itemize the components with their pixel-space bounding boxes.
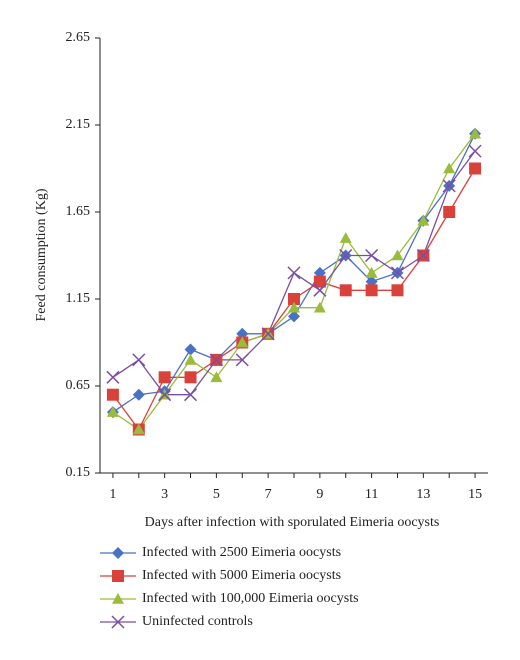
marker <box>288 310 300 323</box>
y-tick-label: 1.65 <box>66 204 91 219</box>
marker <box>469 127 482 139</box>
marker <box>313 275 326 288</box>
marker <box>132 423 145 435</box>
marker <box>313 283 327 297</box>
y-tick-label: 1.15 <box>66 291 91 306</box>
y-tick-label: 2.15 <box>66 117 91 132</box>
marker <box>111 615 125 629</box>
marker <box>106 406 119 417</box>
marker <box>365 266 378 278</box>
marker <box>132 353 146 367</box>
y-tick-label: 2.65 <box>66 30 91 45</box>
marker <box>261 327 275 341</box>
marker <box>339 248 353 263</box>
marker <box>184 388 198 402</box>
marker <box>106 388 119 401</box>
marker <box>442 179 456 193</box>
marker <box>365 284 378 297</box>
x-tick-label: 15 <box>468 487 482 502</box>
x-tick-label: 5 <box>213 487 220 502</box>
marker <box>184 353 197 365</box>
marker <box>443 206 456 218</box>
marker <box>236 336 249 348</box>
marker <box>391 284 404 297</box>
x-tick-label: 11 <box>365 487 378 502</box>
legend-label: Infected with 5000 Eimeria oocysts <box>142 568 341 583</box>
x-tick-label: 13 <box>416 487 430 502</box>
x-tick-label: 1 <box>109 487 116 502</box>
legend-label: Infected with 100,000 Eimeria oocysts <box>142 591 359 606</box>
y-tick-label: 0.15 <box>66 465 91 480</box>
marker <box>468 144 482 158</box>
marker <box>209 353 223 367</box>
marker <box>313 301 326 313</box>
x-tick-label: 7 <box>265 487 272 502</box>
marker <box>106 370 120 384</box>
series-line <box>112 133 476 431</box>
legend-label: Infected with 2500 Eimeria oocysts <box>142 545 341 560</box>
y-axis-label: Feed consumption (Kg) <box>34 188 49 321</box>
x-axis-label: Days after infection with sporulated Eim… <box>145 515 440 530</box>
marker <box>365 248 379 263</box>
legend-label: Uninfected controls <box>142 614 253 629</box>
marker <box>288 293 300 305</box>
x-tick-label: 3 <box>161 487 168 502</box>
marker <box>158 371 171 384</box>
marker <box>287 266 301 280</box>
marker <box>132 388 145 401</box>
marker <box>416 248 430 263</box>
marker <box>417 214 430 226</box>
marker <box>339 284 352 297</box>
marker <box>184 343 197 356</box>
marker <box>443 162 456 174</box>
marker <box>184 371 197 384</box>
marker <box>112 547 124 559</box>
marker <box>112 593 124 604</box>
marker <box>469 162 482 175</box>
marker <box>158 388 172 402</box>
marker <box>235 353 249 367</box>
marker <box>112 570 124 582</box>
x-tick-label: 9 <box>316 487 323 502</box>
y-tick-label: 0.65 <box>66 378 91 393</box>
marker <box>391 249 404 261</box>
marker <box>339 232 352 243</box>
marker <box>288 301 300 313</box>
marker <box>210 371 223 383</box>
marker <box>390 266 404 280</box>
